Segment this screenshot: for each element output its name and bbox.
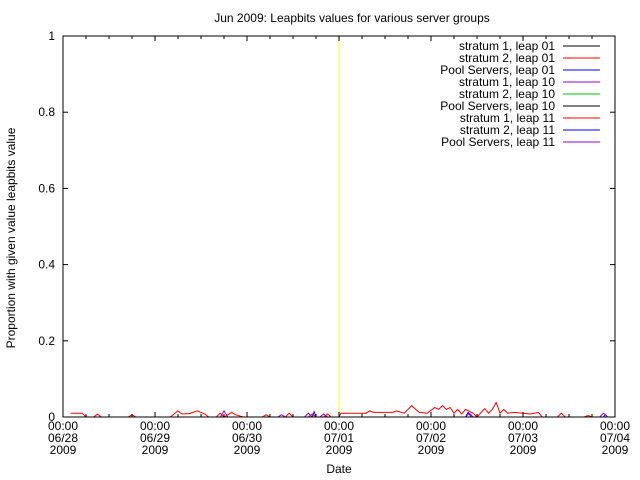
y-axis-ticks: 0 0.2 0.4 0.6 0.8 1 [38, 29, 615, 424]
x-tick-label: 07/03 [508, 431, 538, 445]
legend-label-8: Pool Servers, leap 11 [441, 135, 555, 149]
x-tick-label: 07/01 [324, 431, 354, 445]
y-tick-label: 0.2 [38, 334, 55, 348]
chart-title: Jun 2009: Leapbits values for various se… [214, 11, 490, 25]
x-tick-label: 00:00 [232, 419, 262, 433]
x-tick-label: 00:00 [600, 419, 630, 433]
y-tick-label: 0.8 [38, 105, 55, 119]
x-tick-label: 06/30 [232, 431, 262, 445]
x-tick-label: 2009 [602, 443, 629, 457]
x-tick-label: 2009 [510, 443, 537, 457]
x-tick-label: 2009 [418, 443, 445, 457]
x-tick-label: 2009 [326, 443, 353, 457]
y-axis-label: Proportion with given value leapbits val… [4, 127, 18, 348]
y-tick-label: 0.4 [38, 258, 55, 272]
series-line-7 [311, 410, 608, 418]
legend-label-0: stratum 1, leap 01 [459, 39, 555, 53]
x-axis-ticks: 00:0006/28200900:0006/29200900:0006/3020… [48, 36, 630, 457]
legend-label-3: stratum 1, leap 10 [459, 75, 555, 89]
legend-label-5: Pool Servers, leap 10 [440, 99, 555, 113]
legend-label-2: Pool Servers, leap 01 [440, 63, 555, 77]
x-tick-label: 2009 [50, 443, 77, 457]
y-tick-label: 1 [48, 29, 55, 43]
x-tick-label: 06/29 [140, 431, 170, 445]
x-tick-label: 06/28 [48, 431, 78, 445]
x-tick-label: 07/02 [416, 431, 446, 445]
legend-label-7: stratum 2, leap 11 [460, 123, 555, 137]
x-tick-label: 2009 [234, 443, 261, 457]
x-tick-label: 00:00 [324, 419, 354, 433]
x-axis-label: Date [326, 462, 352, 476]
x-tick-label: 00:00 [508, 419, 538, 433]
x-tick-label: 00:00 [48, 419, 78, 433]
legend-label-6: stratum 1, leap 11 [460, 111, 555, 125]
x-tick-label: 2009 [142, 443, 169, 457]
y-tick-label: 0.6 [38, 181, 55, 195]
y-tick-label: 0 [48, 410, 55, 424]
x-tick-label: 00:00 [140, 419, 170, 433]
x-tick-label: 07/04 [600, 431, 630, 445]
legend-label-1: stratum 2, leap 01 [459, 51, 555, 65]
series-line-6 [70, 401, 593, 418]
x-tick-label: 00:00 [416, 419, 446, 433]
legend-label-4: stratum 2, leap 10 [459, 87, 555, 101]
series-line-8 [219, 409, 608, 418]
